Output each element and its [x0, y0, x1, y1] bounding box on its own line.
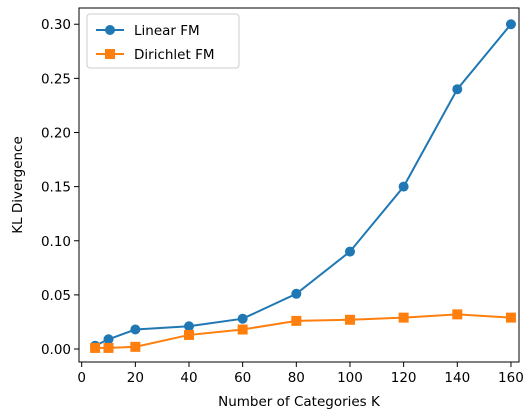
series-line-linear-fm — [94, 23, 512, 347]
x-axis-label: Number of Categories K — [218, 394, 381, 410]
series-layer — [90, 19, 516, 353]
x-tick-label: 40 — [180, 370, 197, 386]
data-point — [130, 341, 141, 352]
legend-marker — [105, 25, 115, 35]
data-point — [452, 84, 463, 95]
x-tick-label: 120 — [391, 370, 417, 386]
data-point — [103, 334, 114, 345]
y-tick-label: 0.10 — [41, 234, 71, 250]
y-tick-label: 0.20 — [41, 125, 71, 141]
data-point — [103, 342, 114, 353]
data-point — [505, 312, 516, 323]
data-point — [237, 313, 248, 324]
legend-entry: Linear FM — [96, 23, 200, 39]
plot-frame — [78, 7, 520, 363]
data-point — [130, 324, 141, 335]
data-point — [344, 246, 355, 257]
x-tick-label: 20 — [127, 370, 144, 386]
x-tick-label: 140 — [444, 370, 470, 386]
data-point — [291, 315, 302, 326]
data-point — [344, 314, 355, 325]
data-point — [90, 342, 101, 353]
data-point — [452, 309, 463, 320]
y-tick-label: 0.30 — [41, 17, 71, 33]
y-tick-label: 0.00 — [41, 342, 71, 358]
legend-label: Linear FM — [134, 23, 200, 39]
series-line-dirichlet-fm — [95, 313, 512, 349]
series-dirichlet-fm — [90, 309, 516, 353]
legend-entry: Dirichlet FM — [96, 47, 214, 63]
legend: Linear FM Dirichlet FM — [86, 13, 240, 69]
x-tick-label: 100 — [337, 370, 363, 386]
data-point — [398, 312, 409, 323]
legend-marker — [105, 49, 115, 59]
x-tick-label: 80 — [288, 370, 305, 386]
data-point — [184, 329, 194, 340]
legend-label: Dirichlet FM — [134, 47, 214, 63]
legend-box — [86, 13, 240, 69]
data-point — [291, 288, 302, 299]
y-tick-label: 0.05 — [41, 288, 71, 304]
x-tick-label: 160 — [498, 370, 524, 386]
data-point — [505, 19, 516, 30]
data-point — [398, 181, 409, 192]
series-linear-fm — [90, 19, 516, 351]
y-tick-label: 0.15 — [41, 180, 71, 196]
data-point — [184, 321, 194, 332]
y-tick-label: 0.25 — [41, 71, 71, 87]
x-tick-label: 0 — [77, 370, 86, 386]
axes: 0 20 40 60 80 100 120 140 160 0.00 0.05 0.10 0.15 0.2… — [41, 7, 524, 386]
data-point — [237, 324, 248, 335]
x-tick-label: 60 — [234, 370, 251, 386]
y-axis-label: KL Divergence — [10, 136, 26, 234]
